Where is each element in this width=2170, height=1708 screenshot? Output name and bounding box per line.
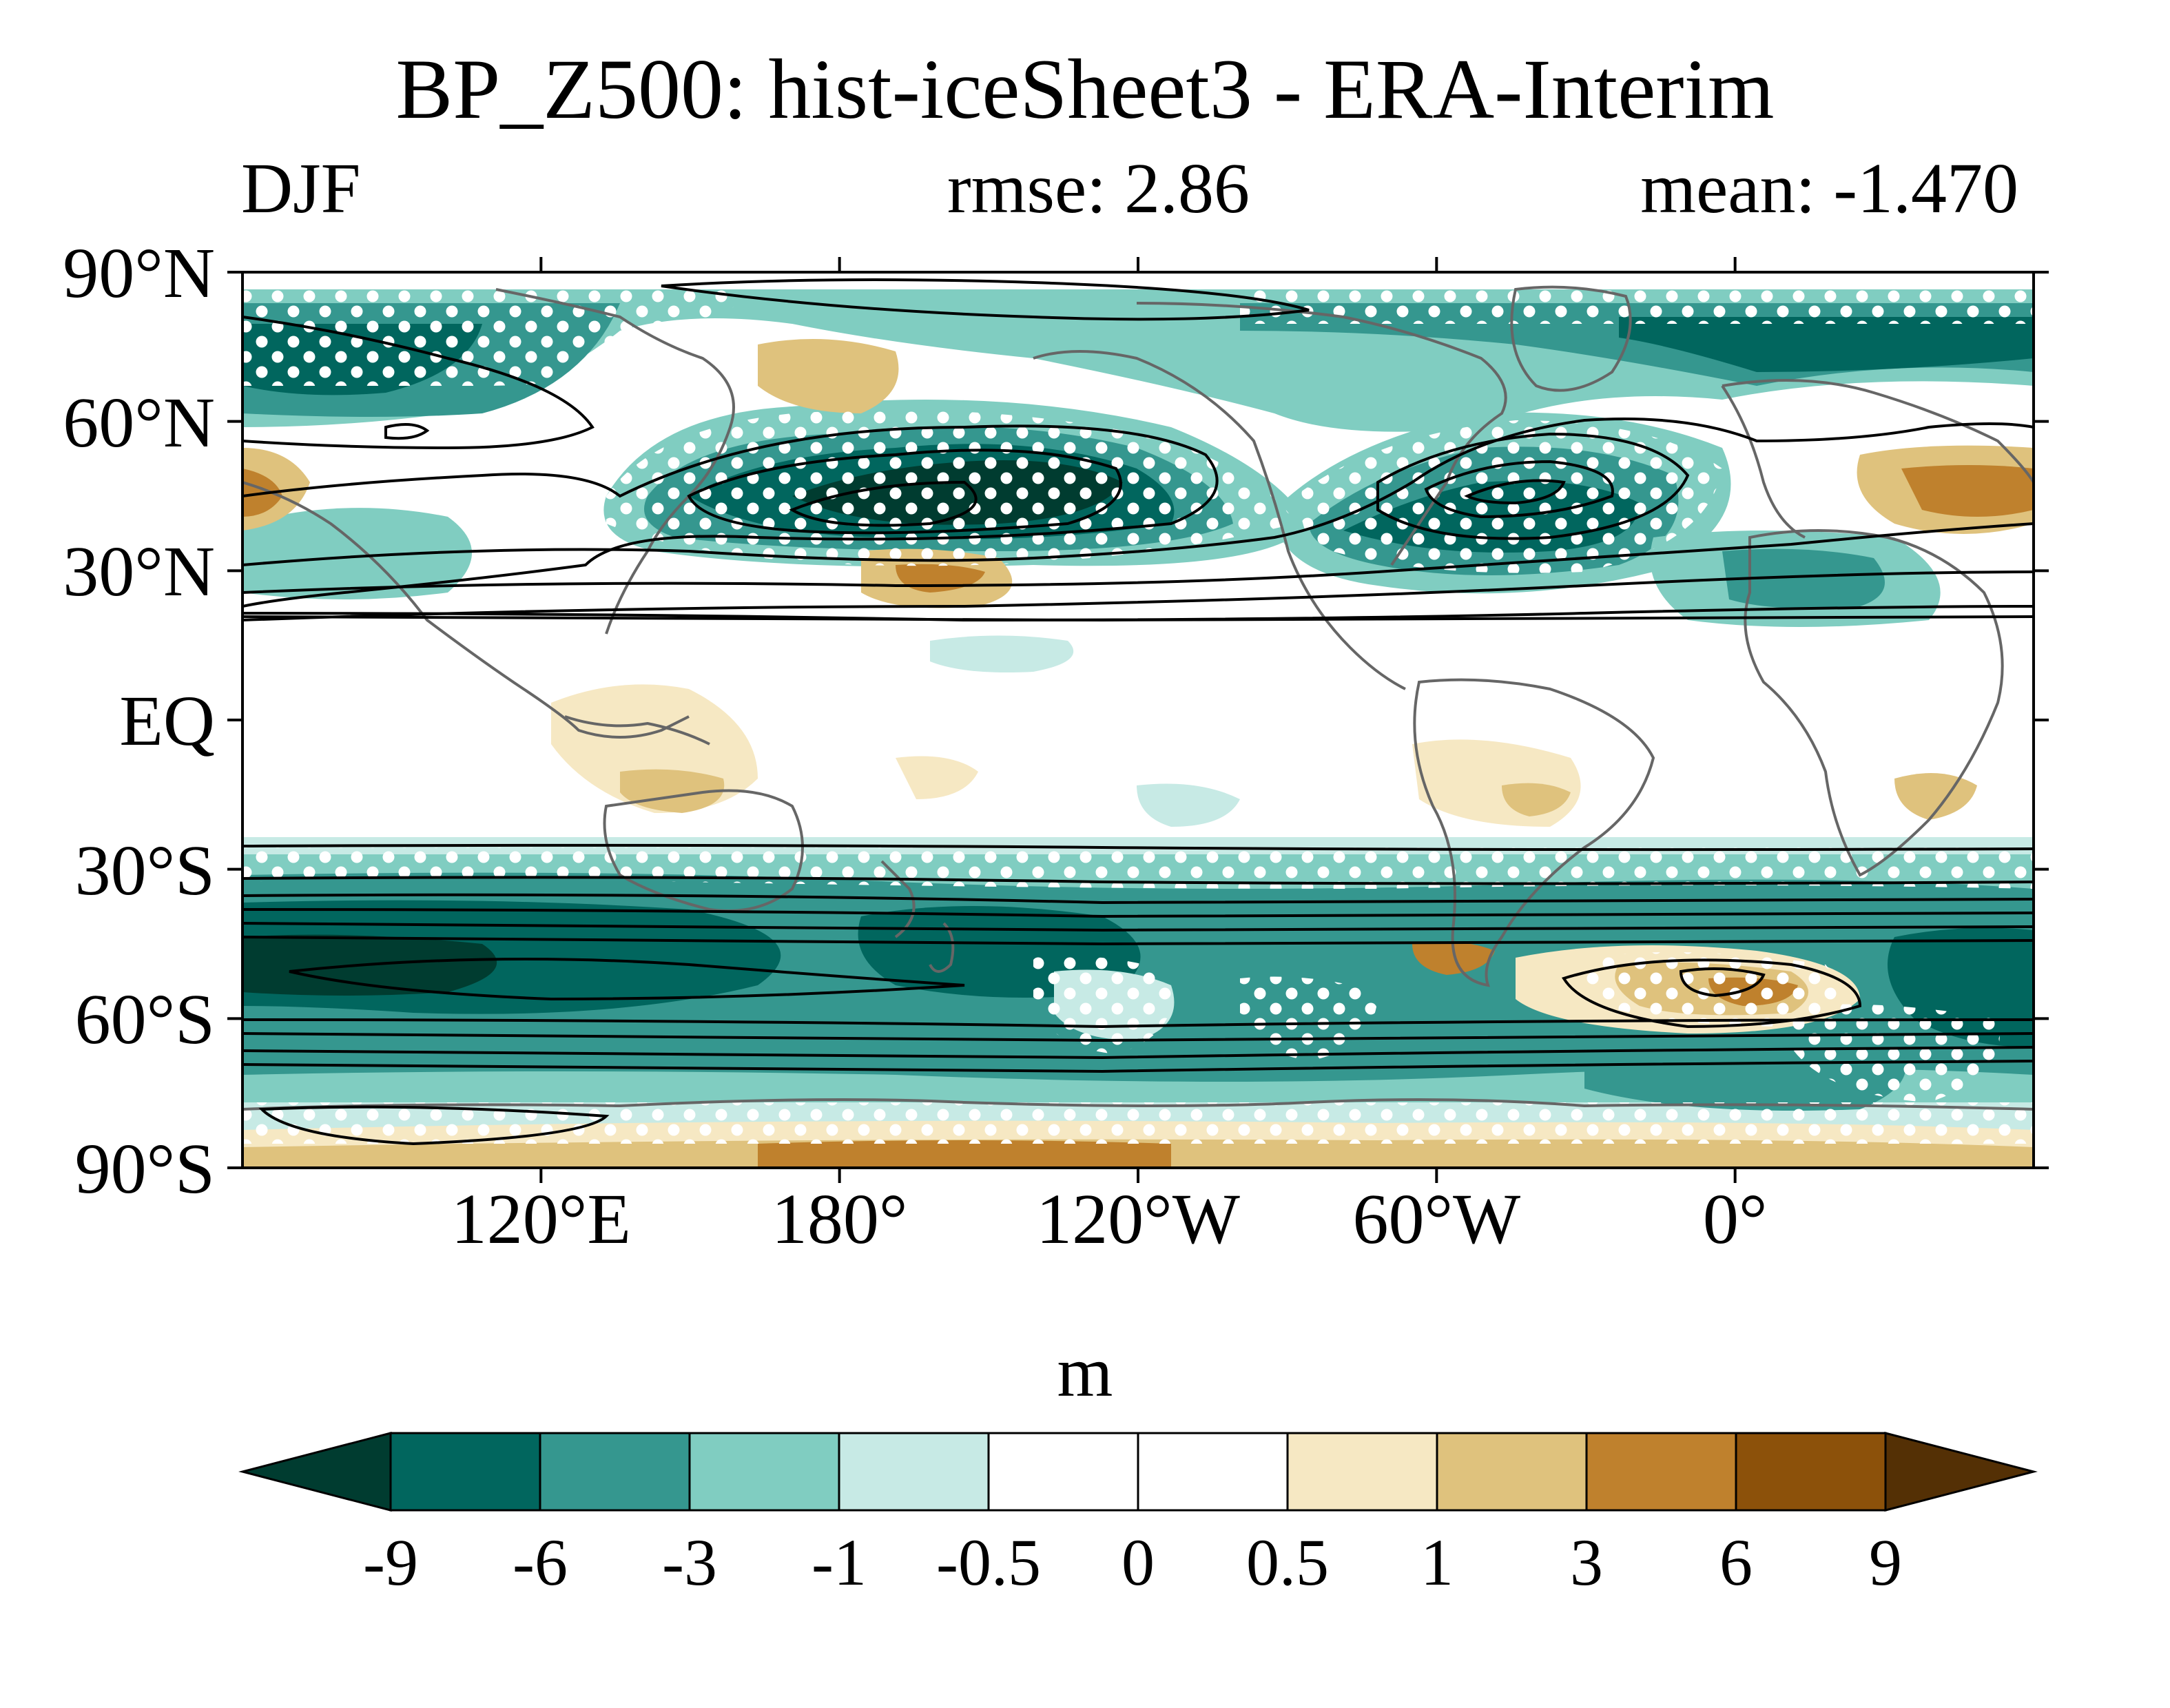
colorbar-level-label: -3	[662, 1525, 717, 1599]
y-tick-label: 90°S	[74, 1129, 215, 1208]
colorbar-box	[1585, 1432, 1737, 1512]
colorbar-level-label: 6	[1719, 1525, 1753, 1599]
colorbar-level-label: -1	[812, 1525, 867, 1599]
colorbar-level-label: -9	[363, 1525, 418, 1599]
colorbar-box	[539, 1432, 691, 1512]
y-tick-label: 30°S	[74, 830, 215, 910]
x-tick-label: 120°W	[1036, 1180, 1240, 1259]
y-tick-label: 60°N	[63, 382, 215, 462]
colorbar-arrow-right	[1884, 1432, 2038, 1512]
mean-label: mean: -1.470	[1640, 149, 2018, 228]
y-tick-label: 30°N	[63, 532, 215, 612]
y-tick-label: EQ	[119, 681, 215, 761]
season-label: DJF	[241, 149, 361, 228]
climatology-contours	[242, 278, 2034, 1146]
y-tick-label: 60°S	[74, 980, 215, 1060]
colorbar-level-label: 9	[1869, 1525, 1902, 1599]
colorbar-box	[1436, 1432, 1588, 1512]
x-tick-label: 120°E	[451, 1180, 631, 1259]
colorbar-units: m	[1057, 1333, 1113, 1412]
colorbar-level-label: 0.5	[1246, 1525, 1329, 1599]
colorbar	[238, 1432, 2038, 1512]
y-tick-label: 90°N	[63, 234, 215, 313]
colorbar-box	[1735, 1432, 1887, 1512]
x-tick-label: 60°W	[1352, 1180, 1521, 1259]
colorbar-level-label: 3	[1570, 1525, 1603, 1599]
colorbar-box	[389, 1432, 541, 1512]
colorbar-box	[1286, 1432, 1438, 1512]
rmse-label: rmse: 2.86	[947, 149, 1250, 228]
map-title: BP_Z500: hist-iceSheet3 - ERA-Interim	[395, 42, 1775, 136]
colorbar-box	[987, 1432, 1139, 1512]
colorbar-level-label: -0.5	[936, 1525, 1041, 1599]
colorbar-box	[1137, 1432, 1289, 1512]
colorbar-box	[688, 1432, 840, 1512]
colorbar-level-label: 0	[1122, 1525, 1155, 1599]
colorbar-box	[838, 1432, 990, 1512]
colorbar-arrow-left	[238, 1432, 392, 1512]
colorbar-level-label: 1	[1420, 1525, 1454, 1599]
x-tick-label: 0°	[1702, 1180, 1768, 1259]
colorbar-level-label: -6	[513, 1525, 568, 1599]
x-tick-label: 180°	[771, 1180, 908, 1259]
coastlines	[242, 285, 2034, 1111]
axis-ticks	[227, 257, 2049, 1183]
